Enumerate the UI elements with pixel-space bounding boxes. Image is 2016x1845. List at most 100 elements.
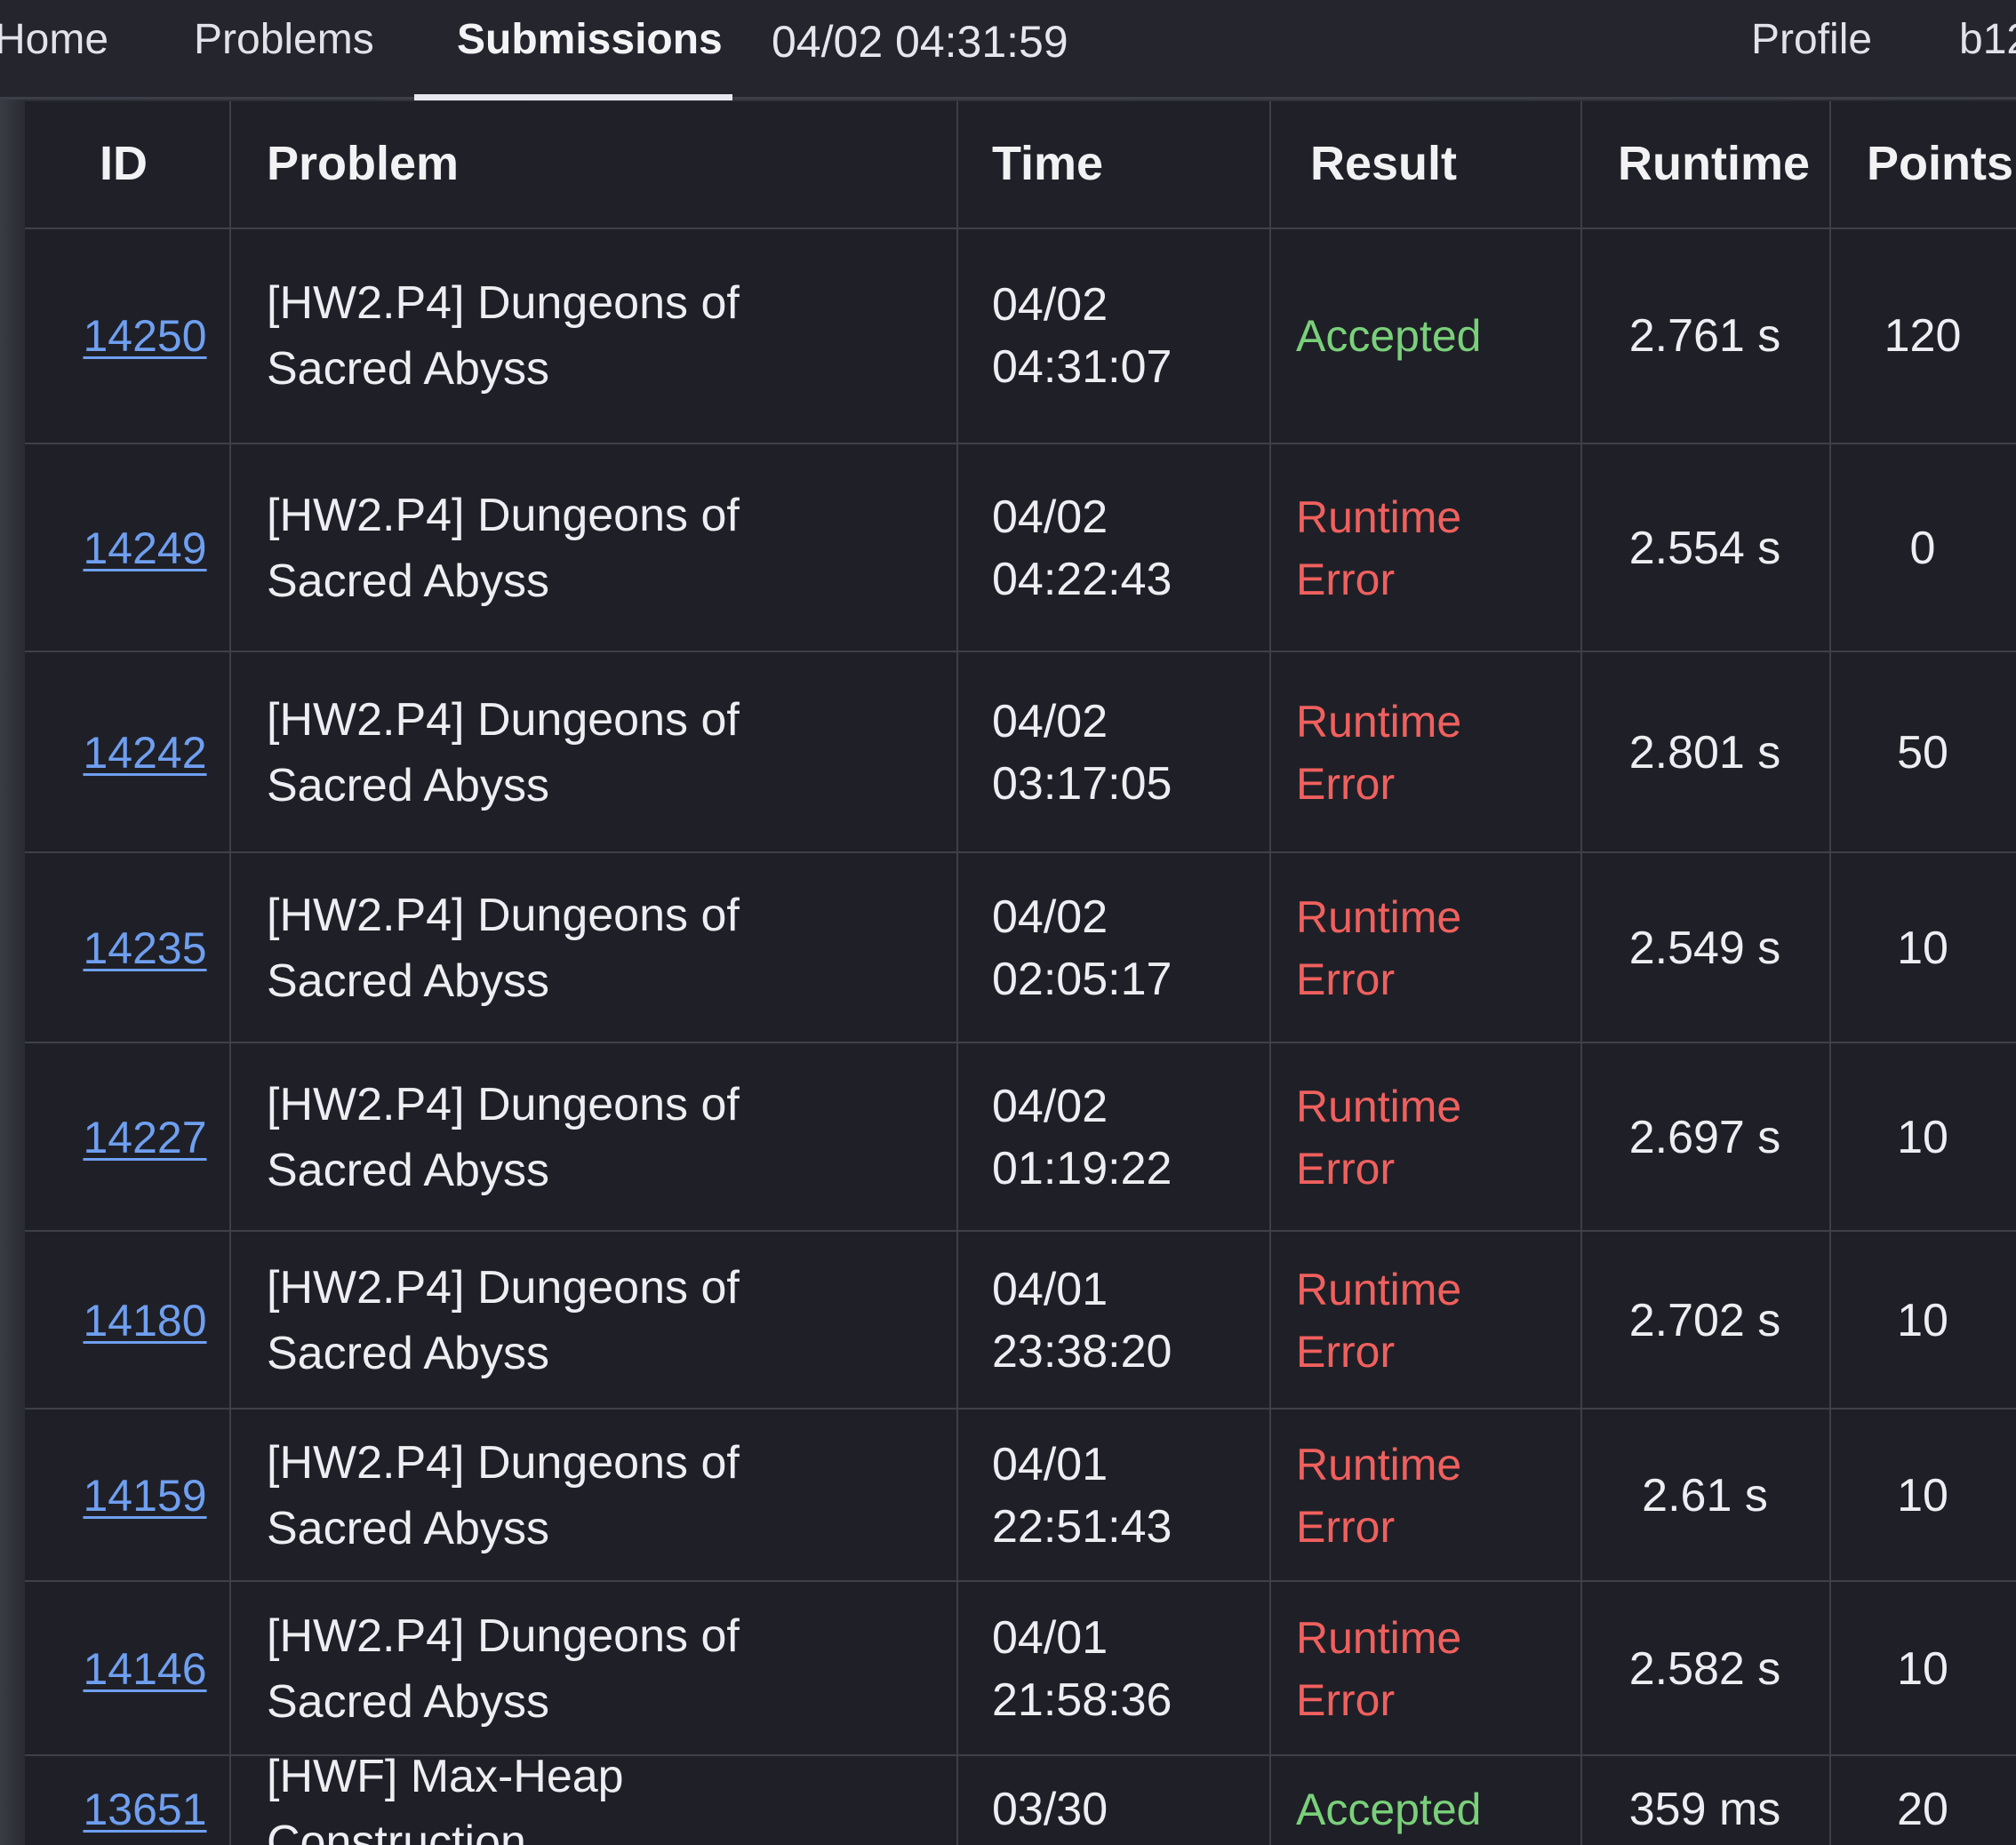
problem-name[interactable]: [HW2.P4] Dungeons of Sacred Abyss — [267, 1079, 740, 1196]
submission-time: 04/01 23:38:20 — [992, 1258, 1196, 1383]
result-status: Runtime Error — [1296, 1440, 1462, 1552]
problem-name[interactable]: [HW2.P4] Dungeons of Sacred Abyss — [267, 890, 740, 1007]
cell-problem: [HW2.P4] Dungeons of Sacred Abyss — [267, 444, 956, 652]
submission-id-link[interactable]: 14249 — [83, 523, 207, 573]
cell-id: 14227 — [60, 1043, 229, 1232]
submission-date: 04/02 — [992, 491, 1108, 543]
submission-clock: 04:31:07 — [992, 341, 1172, 393]
runtime-value: 2.801 s — [1628, 727, 1781, 779]
cell-time: 03/30 — [992, 1756, 1269, 1845]
submission-time: 04/02 01:19:22 — [992, 1075, 1196, 1200]
header-id[interactable]: ID — [100, 137, 148, 190]
submission-date: 04/02 — [992, 279, 1108, 331]
points-value: 10 — [1897, 1643, 1948, 1695]
runtime-value: 2.702 s — [1628, 1295, 1781, 1346]
submission-id-link[interactable]: 14159 — [83, 1471, 207, 1521]
nav-profile[interactable]: Profile — [1751, 16, 1873, 63]
table-row: 14159 [HW2.P4] Dungeons of Sacred Abyss 04… — [25, 1410, 2016, 1582]
cell-id: 14159 — [60, 1410, 229, 1582]
cell-runtime: 2.801 s — [1580, 652, 1829, 853]
points-value: 20 — [1897, 1784, 1948, 1835]
submission-id-link[interactable]: 13651 — [83, 1785, 207, 1834]
result-status: Accepted — [1296, 1785, 1482, 1834]
problem-name[interactable]: [HW2.P4] Dungeons of Sacred Abyss — [267, 277, 740, 395]
nav-home[interactable]: Home — [0, 16, 109, 63]
nav-problems[interactable]: Problems — [194, 16, 374, 63]
nav-submissions[interactable]: Submissions — [457, 16, 723, 63]
problem-name[interactable]: [HW2.P4] Dungeons of Sacred Abyss — [267, 694, 740, 811]
submission-id-link[interactable]: 14227 — [83, 1113, 207, 1162]
cell-result: Runtime Error — [1296, 652, 1580, 853]
problem-name[interactable]: [HW2.P4] Dungeons of Sacred Abyss — [267, 1437, 740, 1554]
points-value: 0 — [1909, 523, 1936, 574]
submission-clock: 23:38:20 — [992, 1326, 1172, 1378]
cell-points: 50 — [1829, 652, 2016, 853]
submission-date: 04/02 — [992, 696, 1108, 747]
problem-name[interactable]: [HW2.P4] Dungeons of Sacred Abyss — [267, 1262, 740, 1379]
submission-clock: 02:05:17 — [992, 954, 1172, 1005]
result-status: Runtime Error — [1296, 492, 1462, 604]
cell-result: Accepted — [1296, 228, 1580, 444]
result-status: Runtime Error — [1296, 1265, 1462, 1377]
cell-points: 10 — [1829, 853, 2016, 1043]
active-tab-indicator — [414, 94, 732, 100]
column-divider — [1829, 101, 1831, 1845]
cell-time: 04/02 04:22:43 — [992, 444, 1269, 652]
submission-id-link[interactable]: 14180 — [83, 1296, 207, 1346]
cell-problem: [HW2.P4] Dungeons of Sacred Abyss — [267, 1043, 956, 1232]
cell-runtime: 2.761 s — [1580, 228, 1829, 444]
cell-points: 10 — [1829, 1043, 2016, 1232]
cell-problem: [HW2.P4] Dungeons of Sacred Abyss — [267, 1410, 956, 1582]
cell-id: 14250 — [60, 228, 229, 444]
table-row: 13651 [HWF] Max-Heap Construction 03/30 Acc… — [25, 1751, 2016, 1845]
submission-id-link[interactable]: 14146 — [83, 1644, 207, 1694]
submission-clock: 04:22:43 — [992, 554, 1172, 605]
table-row: 14242 [HW2.P4] Dungeons of Sacred Abyss 04… — [25, 652, 2016, 853]
cell-id: 14235 — [60, 853, 229, 1043]
submission-clock: 01:19:22 — [992, 1143, 1172, 1194]
submission-clock: 03:17:05 — [992, 758, 1172, 810]
points-value: 10 — [1897, 1112, 1948, 1163]
submission-date: 04/01 — [992, 1439, 1108, 1490]
header-runtime[interactable]: Runtime — [1618, 137, 1810, 190]
submission-id-link[interactable]: 14235 — [83, 923, 207, 973]
column-divider — [956, 101, 958, 1845]
cell-time: 04/01 22:51:43 — [992, 1410, 1269, 1582]
cell-time: 04/02 02:05:17 — [992, 853, 1269, 1043]
table-row: 14146 [HW2.P4] Dungeons of Sacred Abyss 04… — [25, 1582, 2016, 1756]
result-status: Runtime Error — [1296, 892, 1462, 1004]
cell-problem: [HW2.P4] Dungeons of Sacred Abyss — [267, 853, 956, 1043]
header-problem[interactable]: Problem — [267, 137, 460, 190]
cell-points: 10 — [1829, 1582, 2016, 1756]
runtime-value: 2.582 s — [1628, 1643, 1781, 1695]
problem-name[interactable]: [HW2.P4] Dungeons of Sacred Abyss — [267, 490, 740, 607]
submission-time: 04/02 04:31:07 — [992, 274, 1196, 398]
cell-result: Runtime Error — [1296, 1043, 1580, 1232]
submission-id-link[interactable]: 14250 — [83, 311, 207, 361]
cell-points: 10 — [1829, 1232, 2016, 1410]
runtime-value: 2.697 s — [1628, 1112, 1781, 1163]
column-divider — [229, 101, 231, 1845]
cell-id: 14180 — [60, 1232, 229, 1410]
submission-time: 04/02 02:05:17 — [992, 886, 1196, 1010]
cell-result: Runtime Error — [1296, 853, 1580, 1043]
problem-name[interactable]: [HW2.P4] Dungeons of Sacred Abyss — [267, 1610, 740, 1728]
cell-time: 04/02 03:17:05 — [992, 652, 1269, 853]
header-result[interactable]: Result — [1310, 137, 1458, 190]
cell-result: Runtime Error — [1296, 1582, 1580, 1756]
table-row: 14235 [HW2.P4] Dungeons of Sacred Abyss 04… — [25, 853, 2016, 1043]
cell-points: 0 — [1829, 444, 2016, 652]
header-points[interactable]: Points — [1867, 137, 2014, 190]
table-row: 14227 [HW2.P4] Dungeons of Sacred Abyss 04… — [25, 1043, 2016, 1232]
nav-user[interactable]: b12 — [1959, 16, 2016, 63]
cell-runtime: 2.554 s — [1580, 444, 1829, 652]
header-time[interactable]: Time — [992, 137, 1104, 190]
cell-problem: [HWF] Max-Heap Construction — [267, 1751, 956, 1845]
result-status: Accepted — [1296, 311, 1482, 361]
submission-id-link[interactable]: 14242 — [83, 728, 207, 778]
cell-problem: [HW2.P4] Dungeons of Sacred Abyss — [267, 1232, 956, 1410]
cell-runtime: 2.582 s — [1580, 1582, 1829, 1756]
cell-points: 20 — [1829, 1756, 2016, 1845]
problem-name[interactable]: [HWF] Max-Heap Construction — [267, 1751, 624, 1845]
runtime-value: 2.549 s — [1628, 922, 1781, 974]
